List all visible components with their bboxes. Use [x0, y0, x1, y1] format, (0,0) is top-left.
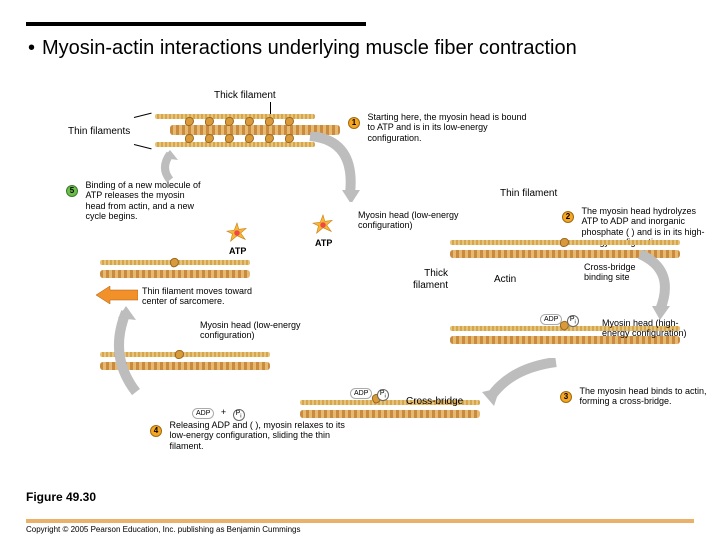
adp-badge: ADP	[540, 314, 562, 325]
adp-plus-pi: ADP + Pi	[192, 402, 245, 421]
label-thick-filament2: Thick filament	[398, 268, 448, 291]
step-1: 1 Starting here, the myosin head is boun…	[348, 112, 527, 143]
label-atp-left: ATP	[229, 246, 246, 256]
label-myosin-low2: Myosin head (low-energy configuration)	[200, 320, 320, 341]
label-myosin-high: Myosin head (high-energy configuration)	[602, 318, 702, 339]
label-thin-moves: Thin filament moves toward center of sar…	[142, 286, 272, 307]
page-title: •Myosin-actin interactions underlying mu…	[28, 36, 694, 61]
adp-badge: ADP	[192, 408, 214, 419]
numcircle-5: 5	[66, 185, 78, 197]
step-5-text: Binding of a new molecule of ATP release…	[85, 180, 205, 221]
myosin-head-icon	[175, 350, 184, 359]
label-thin-filaments: Thin filaments	[68, 126, 130, 138]
label-thin-filament: Thin filament	[500, 188, 557, 200]
adp-pi-center: ADP Pi	[350, 382, 389, 401]
step-3-text: The myosin head binds to actin, forming …	[579, 386, 707, 407]
atp-star-icon	[226, 222, 248, 244]
thin-fil-top-b	[155, 142, 315, 147]
step-4: 4 Releasing ADP and ( ), myosin relaxes …	[150, 420, 360, 451]
figure-label: Figure 49.30	[26, 490, 96, 504]
pi-badge: Pi	[377, 389, 389, 401]
arrow-step3-to-4	[480, 358, 560, 408]
thick-seg-r3	[300, 410, 480, 418]
footer: Copyright © 2005 Pearson Education, Inc.…	[26, 519, 694, 534]
bracket-line	[134, 113, 152, 118]
numcircle-4: 4	[150, 425, 162, 437]
arrow-step4-to-5	[104, 306, 154, 396]
numcircle-3: 3	[560, 391, 572, 403]
label-myosin-low: Myosin head (low-energy configuration)	[358, 210, 473, 231]
thick-seg-left	[100, 270, 250, 278]
adp-pi-right: ADP Pi	[540, 308, 579, 327]
atp-star-icon	[312, 214, 334, 236]
arrow-thin-moves	[96, 286, 138, 304]
numcircle-1: 1	[348, 117, 360, 129]
label-crossbridge: Cross-bridge	[406, 396, 463, 408]
bracket-line	[134, 144, 152, 149]
arrow-step5-to-1	[156, 150, 186, 184]
adp-badge: ADP	[350, 388, 372, 399]
step-5: 5 Binding of a new molecule of ATP relea…	[66, 180, 206, 221]
step-3: 3 The myosin head binds to actin, formin…	[560, 386, 710, 407]
title-text: Myosin-actin interactions underlying mus…	[42, 37, 577, 59]
step-4-text: Releasing ADP and ( ), myosin relaxes to…	[169, 420, 359, 451]
numcircle-2: 2	[562, 211, 574, 223]
footer-rule	[26, 519, 694, 523]
arrow-step1-to-2	[306, 132, 366, 202]
diagram: Thick filament Thin filaments 1 Starting…	[0, 90, 720, 490]
top-rule	[26, 22, 366, 26]
label-actin: Actin	[494, 274, 516, 286]
myosin-head-icon	[169, 257, 181, 269]
pi-badge: Pi	[567, 315, 579, 327]
copyright: Copyright © 2005 Pearson Education, Inc.…	[26, 525, 694, 534]
label-atp-right: ATP	[315, 238, 332, 248]
arrow-step2-to-3	[630, 250, 680, 320]
step-1-text: Starting here, the myosin head is bound …	[367, 112, 527, 143]
label-thick-filament-top: Thick filament	[214, 90, 276, 102]
